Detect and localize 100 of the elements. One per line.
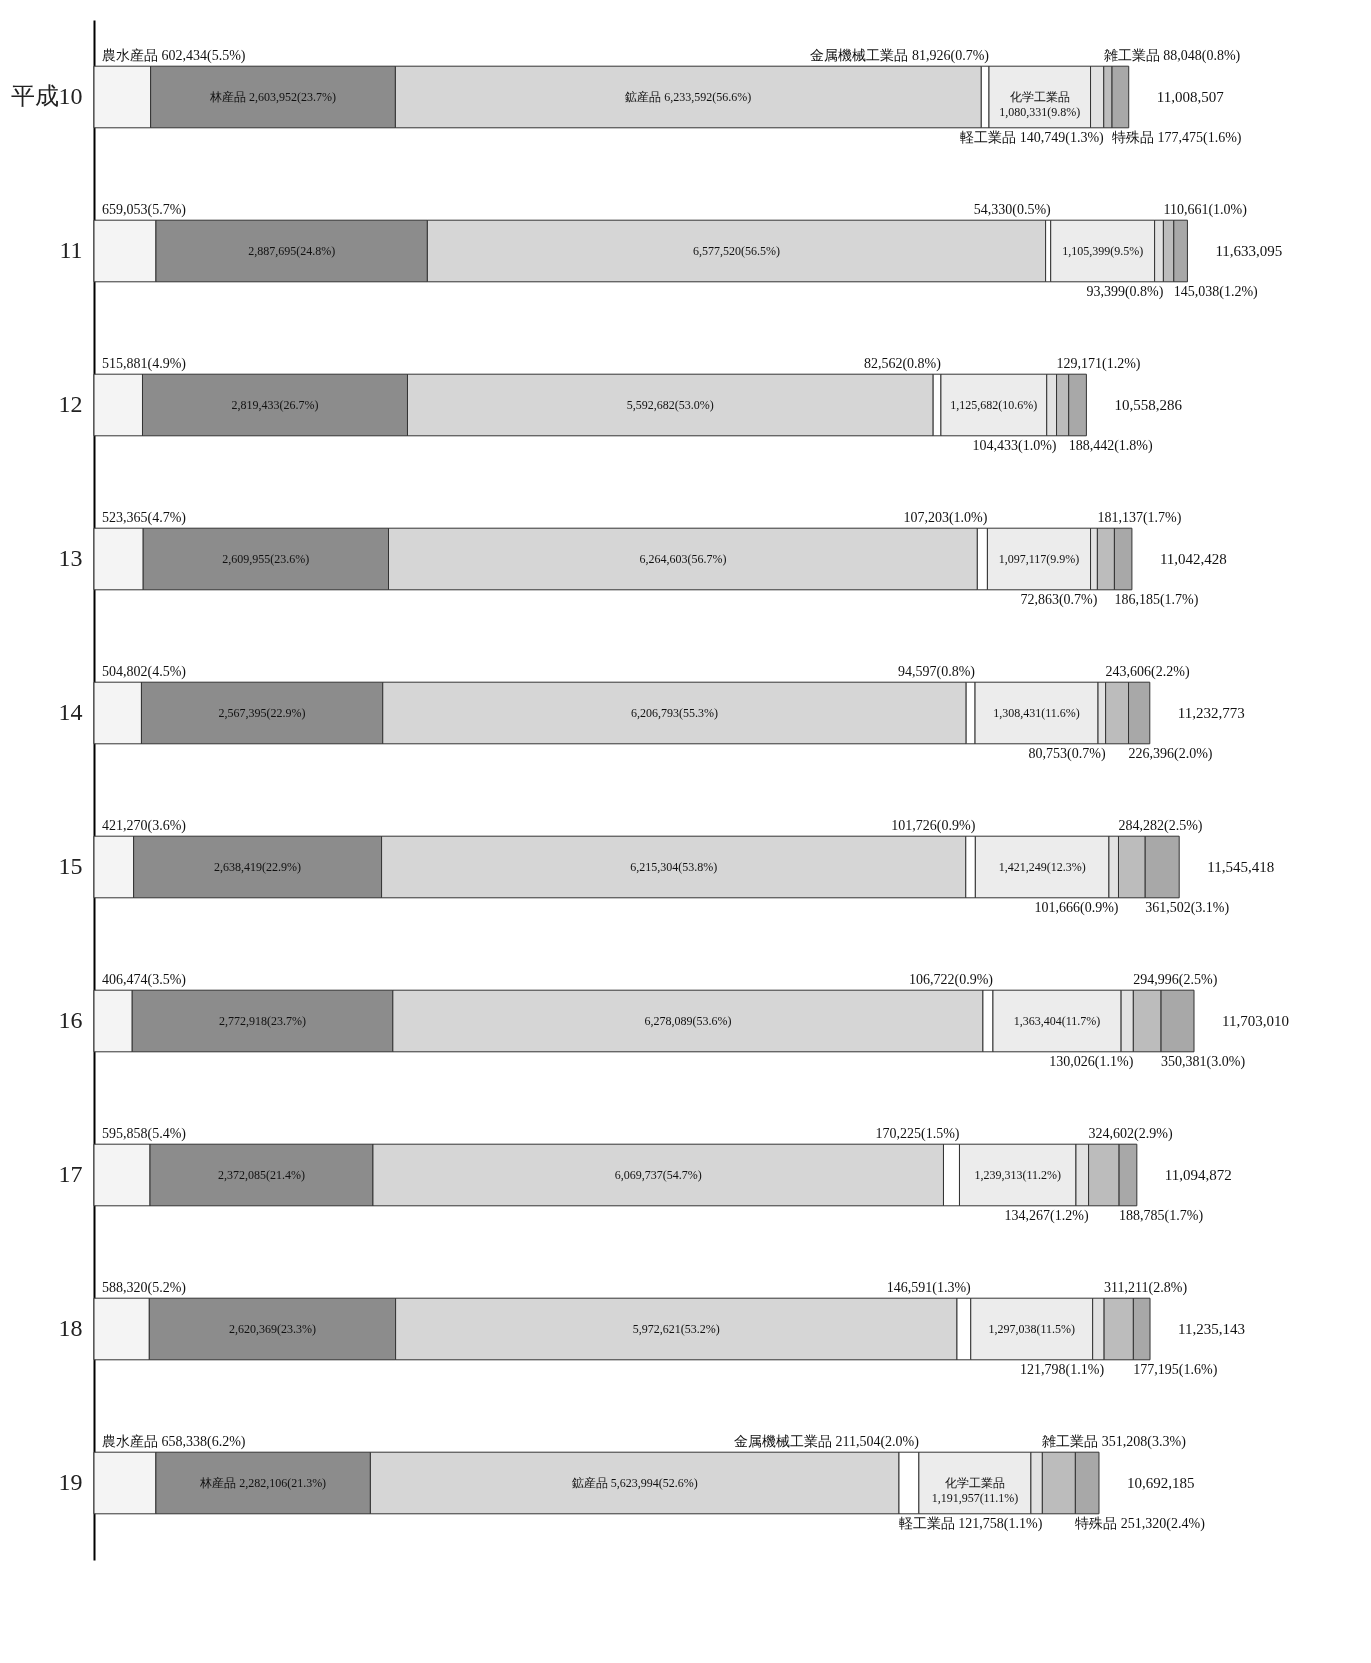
- data-label: 化学工業品 1,191,957(11.1%): [931, 1476, 1019, 1505]
- data-label: 6,206,793(55.3%): [630, 706, 718, 720]
- total-label: 11,633,095: [1215, 243, 1283, 259]
- data-label: 188,785(1.7%): [1119, 1207, 1204, 1224]
- data-label: 特殊品 177,475(1.6%): [1112, 129, 1242, 146]
- data-label: 1,125,682(10.6%): [950, 398, 1038, 412]
- data-label: 2,620,369(23.3%): [228, 1322, 316, 1336]
- data-label: 6,264,603(56.7%): [639, 552, 727, 566]
- data-label: 林産品 2,282,106(21.3%): [199, 1476, 327, 1490]
- data-label: 1,097,117(9.9%): [998, 552, 1080, 566]
- data-label: 243,606(2.2%): [1105, 664, 1190, 681]
- data-label: 504,802(4.5%): [102, 664, 187, 681]
- data-label: 93,399(0.8%): [1086, 283, 1164, 300]
- data-label: 1,363,404(11.7%): [1013, 1014, 1101, 1028]
- data-label: 104,433(1.0%): [972, 437, 1057, 454]
- total-label: 11,094,872: [1164, 1167, 1232, 1183]
- data-label: 2,887,695(24.8%): [248, 244, 336, 258]
- data-label: 515,881(4.9%): [102, 356, 187, 373]
- data-label: 2,638,419(22.9%): [214, 860, 302, 874]
- total-label: 11,235,143: [1178, 1321, 1245, 1337]
- y-tick-label: 18: [58, 1315, 83, 1341]
- data-label: 1,297,038(11.5%): [988, 1322, 1075, 1336]
- total-label: 11,042,428: [1159, 551, 1227, 567]
- data-label: 2,772,918(23.7%): [219, 1014, 307, 1028]
- data-label: 106,722(0.9%): [908, 972, 994, 989]
- data-label: 110,661(1.0%): [1163, 202, 1248, 219]
- data-label: 324,602(2.9%): [1088, 1126, 1173, 1143]
- data-label: 350,381(3.0%): [1161, 1053, 1246, 1070]
- data-label: 農水産品 658,338(6.2%): [102, 1434, 246, 1451]
- total-label: 11,545,418: [1207, 859, 1275, 875]
- y-tick-label: 12: [58, 391, 83, 417]
- data-label: 2,372,085(21.4%): [217, 1168, 305, 1182]
- data-label: 軽工業品 140,749(1.3%): [960, 129, 1105, 146]
- data-label: 5,592,682(53.0%): [626, 398, 714, 412]
- data-label: 94,597(0.8%): [898, 664, 976, 681]
- data-label: 188,442(1.8%): [1068, 437, 1154, 454]
- data-label: 588,320(5.2%): [102, 1280, 187, 1297]
- y-tick-label: 19: [58, 1469, 83, 1495]
- data-label: 181,137(1.7%): [1097, 510, 1182, 527]
- y-tick-label: 14: [58, 699, 83, 725]
- data-label: 54,330(0.5%): [973, 202, 1052, 219]
- data-label: 林産品 2,603,952(23.7%): [209, 90, 336, 104]
- data-label: 130,026(1.1%): [1049, 1053, 1134, 1070]
- data-label: 化学工業品 1,080,331(9.8%): [999, 90, 1081, 119]
- data-label: 129,171(1.2%): [1056, 356, 1141, 373]
- data-label: 523,365(4.7%): [102, 510, 187, 527]
- data-label: 134,267(1.2%): [1004, 1207, 1089, 1224]
- data-label: 雑工業品 88,048(0.8%): [1103, 48, 1241, 65]
- data-label: 107,203(1.0%): [903, 510, 988, 527]
- data-label: 2,567,395(22.9%): [218, 706, 306, 720]
- data-label: 1,421,249(12.3%): [998, 860, 1086, 874]
- y-tick-label: 11: [59, 237, 83, 263]
- data-label: 1,105,399(9.5%): [1062, 244, 1144, 258]
- data-label: 6,577,520(56.5%): [692, 244, 780, 258]
- data-label: 177,195(1.6%): [1133, 1361, 1218, 1378]
- data-label: 5,972,621(53.2%): [632, 1322, 720, 1336]
- data-label: 6,069,737(54.7%): [614, 1168, 702, 1182]
- data-label: 294,996(2.5%): [1133, 972, 1218, 989]
- data-label: 595,858(5.4%): [102, 1126, 187, 1143]
- data-label: 鉱産品 5,623,994(52.6%): [571, 1476, 698, 1490]
- data-label: 186,185(1.7%): [1114, 591, 1199, 608]
- y-tick-label: 13: [58, 545, 83, 571]
- y-tick-label: 17: [58, 1161, 83, 1187]
- data-label: 特殊品 251,320(2.4%): [1075, 1515, 1206, 1532]
- data-label: 101,726(0.9%): [891, 818, 976, 835]
- data-label: 361,502(3.1%): [1145, 899, 1230, 916]
- data-label: 284,282(2.5%): [1118, 818, 1203, 835]
- data-label: 2,609,955(23.6%): [222, 552, 310, 566]
- data-label: 1,308,431(11.6%): [993, 706, 1080, 720]
- data-label: 軽工業品 121,758(1.1%): [898, 1515, 1043, 1532]
- data-label: 421,270(3.6%): [102, 818, 187, 835]
- total-label: 10,558,286: [1114, 397, 1183, 413]
- y-tick-label: 平成10: [10, 83, 83, 109]
- data-label: 121,798(1.1%): [1020, 1361, 1105, 1378]
- data-label: 農水産品 602,434(5.5%): [102, 48, 246, 65]
- data-label: 82,562(0.8%): [863, 356, 942, 373]
- data-label: 659,053(5.7%): [102, 202, 187, 219]
- data-label: 金属機械工業品 81,926(0.7%): [810, 48, 990, 65]
- data-label: 80,753(0.7%): [1028, 745, 1106, 762]
- data-label: 146,591(1.3%): [886, 1280, 972, 1297]
- data-label: 6,278,089(53.6%): [644, 1014, 732, 1028]
- data-label: 金属機械工業品 211,504(2.0%): [733, 1434, 920, 1451]
- data-label: 311,211(2.8%): [1104, 1280, 1188, 1297]
- data-label: 145,038(1.2%): [1173, 283, 1259, 300]
- data-label: 72,863(0.7%): [1020, 591, 1098, 608]
- total-label: 11,232,773: [1177, 705, 1245, 721]
- total-label: 11,008,507: [1156, 89, 1225, 105]
- total-label: 11,703,010: [1222, 1013, 1289, 1029]
- data-label: 鉱産品 6,233,592(56.6%): [625, 90, 752, 104]
- y-tick-label: 15: [58, 853, 83, 879]
- data-label: 226,396(2.0%): [1128, 745, 1213, 762]
- data-label: 170,225(1.5%): [875, 1126, 960, 1143]
- data-label: 2,819,433(26.7%): [231, 398, 319, 412]
- data-label: 雑工業品 351,208(3.3%): [1042, 1434, 1187, 1451]
- data-label: 101,666(0.9%): [1034, 899, 1119, 916]
- data-label: 1,239,313(11.2%): [974, 1168, 1061, 1182]
- total-label: 10,692,185: [1126, 1475, 1195, 1491]
- data-label: 406,474(3.5%): [102, 972, 187, 989]
- y-tick-label: 16: [58, 1007, 83, 1033]
- data-label: 6,215,304(53.8%): [630, 860, 718, 874]
